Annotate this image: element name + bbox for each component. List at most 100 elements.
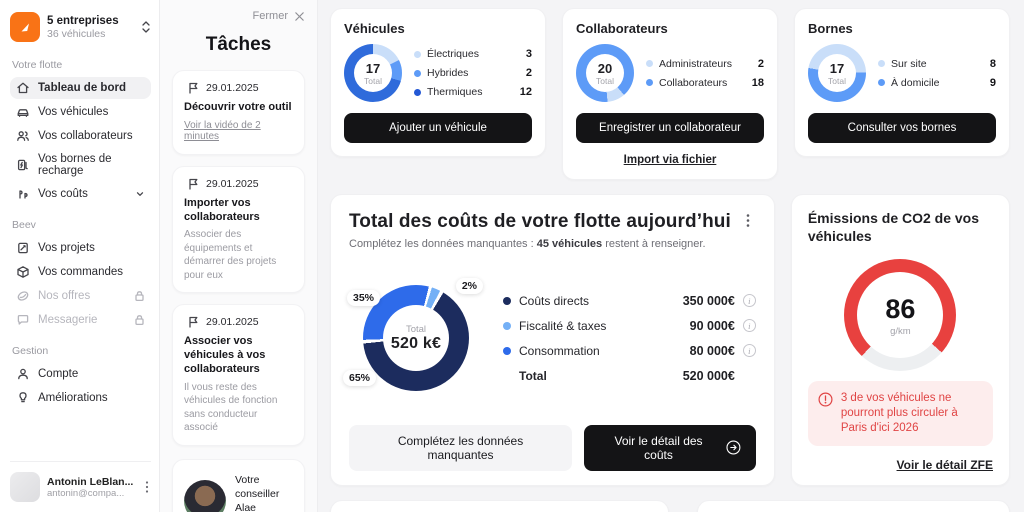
- task-title: Associer vos véhicules à vos collaborate…: [184, 335, 266, 375]
- close-tasks-button[interactable]: Fermer: [172, 10, 305, 22]
- zfe-warning-text: 3 de vos véhicules ne pourront plus circ…: [840, 392, 958, 434]
- legend-row: Hybrides 2: [414, 67, 532, 79]
- legend-dot-electriques: [414, 50, 421, 58]
- legend-dot-fiscalite: [503, 321, 511, 330]
- sidebar-item-offres: Nos offres: [10, 285, 151, 307]
- advisor-card: Votre conseiller Alae Mahmoudi Prendre r…: [172, 458, 305, 512]
- co2-value: 86: [885, 293, 916, 324]
- sidebar-item-commandes[interactable]: Vos commandes: [10, 261, 151, 283]
- complete-data-button[interactable]: Complétez les données manquantes: [349, 424, 573, 471]
- supervision-teaser-card: Supervision de vos bornes Nous sommes en…: [696, 499, 1010, 512]
- sidebar-item-label: Vos commandes: [38, 266, 124, 278]
- sidebar-item-label: Tableau de bord: [38, 82, 126, 94]
- stations-card: Bornes 17 Total Sur site 8 À domicile 9 Con…: [794, 8, 1010, 157]
- cost-total-label: Total: [519, 368, 547, 383]
- legend-row: Sur site 8: [878, 58, 996, 70]
- sidebar-item-couts[interactable]: Vos coûts: [10, 183, 151, 205]
- collaborators-card: Collaborateurs 20 Total Administrateurs 2 …: [562, 8, 778, 180]
- tasks-title: Tâches: [205, 34, 272, 55]
- sidebar-item-projets[interactable]: Vos projets: [10, 237, 151, 259]
- advisor-name: Alae Mahmoudi: [235, 501, 257, 512]
- users-icon: [17, 131, 29, 141]
- sidebar-item-bornes[interactable]: Vos bornes de recharge: [10, 149, 151, 181]
- costs-icon: [19, 190, 28, 199]
- cost-legend-row: Consommation 80 000€ i: [503, 344, 756, 358]
- arrow-circle-icon: [726, 440, 741, 455]
- kebab-menu-icon[interactable]: [145, 480, 149, 494]
- vehicles-card-title: Véhicules: [344, 21, 405, 36]
- collaborators-donut-chart: 20 Total: [576, 44, 634, 102]
- user-menu[interactable]: Antonin LeBlan... antonin@compa...: [10, 461, 151, 512]
- company-switcher[interactable]: 5 entreprises 36 véhicules: [10, 10, 151, 46]
- legend-dot-collaborateurs: [646, 79, 653, 86]
- vehicles-card: Véhicules 17 Total Électriques 3 Hybrides 2…: [330, 8, 546, 157]
- charging-station-icon: [17, 159, 28, 171]
- add-vehicle-button[interactable]: Ajouter un véhicule: [344, 113, 532, 143]
- flag-icon: [189, 178, 198, 190]
- flag-icon: [189, 317, 198, 328]
- sidebar-item-collaborateurs[interactable]: Vos collaborateurs: [10, 125, 151, 147]
- sidebar-item-vehicules[interactable]: Vos véhicules: [10, 101, 151, 123]
- sidebar-item-ameliorations[interactable]: Améliorations: [10, 387, 151, 409]
- lightbulb-icon: [19, 392, 27, 403]
- sidebar-item-label: Vos collaborateurs: [38, 130, 133, 142]
- package-icon: [17, 266, 29, 278]
- sidebar-item-compte[interactable]: Compte: [10, 363, 151, 385]
- advisor-role: Votre conseiller: [235, 473, 280, 500]
- task-card[interactable]: 29.01.2025 Importer vos collaborateurs A…: [172, 165, 305, 294]
- costs-title: Total des coûts de votre flotte aujourd’…: [349, 211, 731, 232]
- register-collaborator-button[interactable]: Enregistrer un collaborateur: [576, 113, 764, 143]
- task-date: 29.01.2025: [206, 177, 259, 190]
- info-icon[interactable]: i: [742, 294, 756, 308]
- info-icon[interactable]: i: [742, 319, 756, 333]
- pct-badge-35: 35%: [347, 290, 381, 307]
- chevron-down-icon[interactable]: [135, 189, 145, 199]
- costs-donut-chart: Total 520 k€ 35% 2% 65%: [343, 278, 483, 394]
- stations-donut-chart: 17 Total: [808, 44, 866, 102]
- sidebar: 5 entreprises 36 véhicules Votre flotte …: [0, 0, 160, 512]
- sidebar-item-label: Vos coûts: [38, 188, 88, 200]
- tasks-panel: Fermer Tâches 29.01.2025 Découvrir votre…: [160, 0, 318, 512]
- cost-details-button[interactable]: Voir le détail des coûts: [584, 424, 756, 471]
- import-file-link[interactable]: Import via fichier: [623, 154, 717, 166]
- collaborators-total-label: Total: [596, 75, 614, 86]
- legend-dot-thermiques: [414, 88, 421, 96]
- task-title: Importer vos collaborateurs: [184, 196, 260, 223]
- cost-total-row: Total 520 000€: [503, 369, 756, 383]
- costs-kebab-menu[interactable]: [740, 211, 756, 230]
- sidebar-item-tableau-de-bord[interactable]: Tableau de bord: [10, 77, 151, 99]
- task-card[interactable]: 29.01.2025 Associer vos véhicules à vos …: [172, 304, 305, 446]
- user-name: Antonin LeBlan...: [47, 475, 134, 488]
- pct-badge-65: 65%: [343, 370, 377, 387]
- co2-title: Émissions de CO2 de vos véhicules: [807, 210, 980, 244]
- vehicles-total: 17: [365, 60, 381, 76]
- dashboard-main: Véhicules 17 Total Électriques 3 Hybrides 2…: [318, 0, 1024, 512]
- chevron-updown-icon[interactable]: [141, 20, 151, 34]
- legend-row: Collaborateurs 18: [646, 77, 764, 89]
- beev-logo: [10, 12, 40, 42]
- company-vehicle-count: 36 véhicules: [47, 27, 106, 40]
- info-icon[interactable]: i: [742, 344, 756, 358]
- collaborators-card-title: Collaborateurs: [576, 21, 668, 36]
- avatar: [10, 472, 40, 502]
- legend-dot-a-domicile: [878, 79, 885, 86]
- task-title: Découvrir votre outil: [184, 101, 292, 113]
- legend-dot-couts-directs: [503, 296, 511, 305]
- legend-row: Thermiques 12: [414, 86, 532, 98]
- costs-center-value: 520 k€: [390, 334, 442, 352]
- chat-icon: [17, 314, 29, 325]
- flag-icon: [189, 82, 198, 94]
- zfe-details-link[interactable]: Voir le détail ZFE: [896, 457, 993, 472]
- task-card[interactable]: 29.01.2025 Découvrir votre outil Voir la…: [172, 70, 305, 155]
- view-stations-button[interactable]: Consulter vos bornes: [808, 113, 996, 143]
- costs-center-label: Total: [405, 323, 427, 335]
- legend-dot-consommation: [503, 346, 511, 355]
- sidebar-item-label: Compte: [38, 368, 79, 380]
- legend-row: À domicile 9: [878, 77, 996, 89]
- sidebar-item-messagerie: Messagerie: [10, 309, 151, 331]
- task-description: Associer des équipements et démarrer des…: [184, 229, 277, 281]
- costs-card: Total des coûts de votre flotte aujourd’…: [330, 194, 775, 486]
- legend-dot-administrateurs: [646, 60, 653, 67]
- task-video-link[interactable]: Voir la vidéo de 2 minutes: [184, 119, 261, 142]
- kebab-menu-icon: [746, 214, 750, 227]
